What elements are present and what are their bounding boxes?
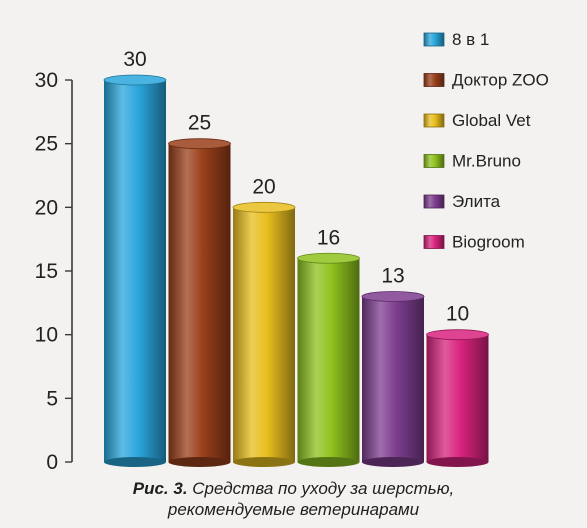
bar: [362, 296, 424, 462]
legend-swatch: [423, 32, 445, 47]
legend-item: Biogroom: [423, 233, 525, 252]
legend-swatch: [423, 154, 445, 168]
bar: [233, 207, 295, 462]
y-tick-label: 25: [35, 133, 58, 156]
y-tick-label: 30: [35, 69, 58, 92]
bar-value-label: 13: [381, 264, 404, 287]
bar-group: [168, 138, 231, 467]
y-tick-label: 20: [35, 196, 58, 219]
legend-label: Mr.Bruno: [452, 152, 521, 171]
bar-value-label: 16: [317, 226, 340, 249]
bar-top: [168, 138, 231, 150]
bar-value-label: 30: [123, 48, 146, 71]
legend-item: Элита: [423, 192, 501, 211]
legend: 8 в 1 Доктор ZOO Global Vet Mr.Bruno Элита Bi…: [423, 30, 549, 252]
bar: [297, 258, 360, 462]
figure-caption: Рис. 3. Средства по уходу за шерстью, ре…: [0, 478, 587, 520]
y-axis: 0 5 10 15 20 25 30: [35, 69, 72, 474]
bar-base: [104, 457, 166, 467]
bar-base: [168, 457, 231, 467]
bar-base: [233, 457, 295, 467]
y-tick-label: 0: [46, 451, 58, 474]
bar: [168, 143, 231, 462]
bar-base: [297, 457, 360, 467]
bar-base: [426, 457, 489, 467]
legend-swatch: [423, 194, 445, 209]
bar: [104, 80, 166, 462]
legend-swatch: [423, 113, 445, 128]
legend-label: Доктор ZOO: [452, 71, 549, 90]
bar-group: [297, 252, 360, 467]
data-labels: 30 25 20 16 13 10: [123, 48, 469, 326]
caption-line-2: рекомендуемые ветеринарами: [167, 500, 420, 519]
legend-item: Mr.Bruno: [423, 152, 521, 171]
legend-item: Доктор ZOO: [423, 71, 549, 90]
legend-label: 8 в 1: [452, 30, 489, 49]
figure-label: Рис. 3.: [132, 479, 188, 498]
bar: [426, 334, 489, 462]
bar-value-label: 10: [446, 303, 469, 326]
legend-swatch: [423, 235, 445, 249]
y-tick-label: 15: [35, 260, 58, 283]
legend-swatch: [423, 73, 445, 87]
bar-top: [426, 329, 489, 341]
legend-item: 8 в 1: [423, 30, 489, 49]
bar-top: [232, 201, 296, 213]
bar-value-label: 25: [188, 112, 211, 135]
bar-group: [426, 329, 489, 467]
bar-top: [103, 74, 167, 86]
y-tick-label: 5: [46, 387, 58, 410]
legend-label: Biogroom: [452, 233, 525, 252]
caption-line-1: Средства по уходу за шерстью,: [192, 479, 455, 498]
legend-label: Global Vet: [452, 111, 531, 130]
bar-top: [361, 291, 425, 302]
bar-value-label: 20: [252, 175, 275, 198]
y-tick-label: 10: [35, 324, 58, 347]
legend-label: Элита: [452, 192, 501, 211]
bar-group: [232, 201, 296, 467]
bar-top: [297, 252, 360, 264]
bar-base: [362, 457, 424, 467]
bar-group: [103, 74, 167, 467]
bars: [103, 74, 489, 467]
bar-group: [361, 291, 425, 467]
legend-item: Global Vet: [423, 111, 531, 130]
